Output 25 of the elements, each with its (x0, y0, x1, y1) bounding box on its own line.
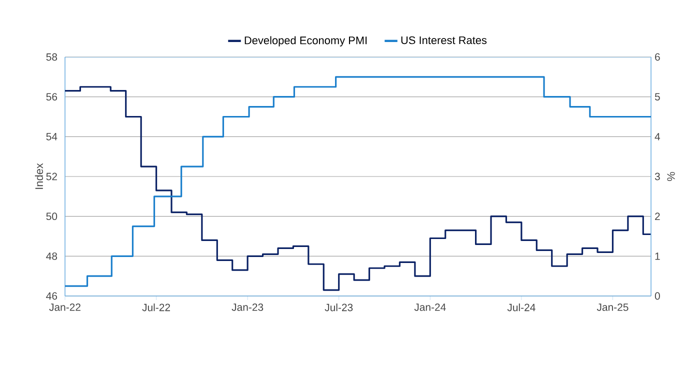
y2-tick-label: 2 (655, 212, 660, 220)
y-axis-title: Index (34, 163, 44, 189)
x-tick-label: Jan-25 (596, 304, 628, 311)
x-tick-label: Jan-23 (232, 304, 264, 311)
y2-tick-label: 6 (655, 53, 660, 61)
y2-tick-label: 1 (655, 252, 660, 260)
y2-axis-title: % (667, 172, 675, 181)
legend-label: US Interest Rates (401, 36, 487, 44)
y-tick-label: 56 (46, 93, 58, 101)
y-tick-label: 52 (46, 172, 57, 180)
y-tick-label: 46 (46, 292, 58, 300)
y2-tick-label: 5 (654, 93, 660, 100)
y-tick-label: 48 (46, 252, 58, 260)
y-tick-label: 50 (46, 212, 58, 220)
x-tick-label: Jan-22 (49, 304, 80, 311)
y2-tick-label: 4 (654, 133, 660, 140)
y2-tick-label: 3 (654, 172, 660, 180)
y2-tick-label: 0 (654, 292, 660, 300)
legend-label: Developed Economy PMI (244, 36, 367, 46)
x-tick-label: Jul-23 (324, 304, 353, 312)
x-tick-label: Jul-24 (507, 304, 536, 312)
x-tick-label: Jan-24 (414, 304, 446, 311)
x-tick-label: Jul-22 (142, 304, 170, 312)
y-tick-label: 58 (46, 53, 58, 61)
y-tick-label: 54 (46, 133, 58, 140)
